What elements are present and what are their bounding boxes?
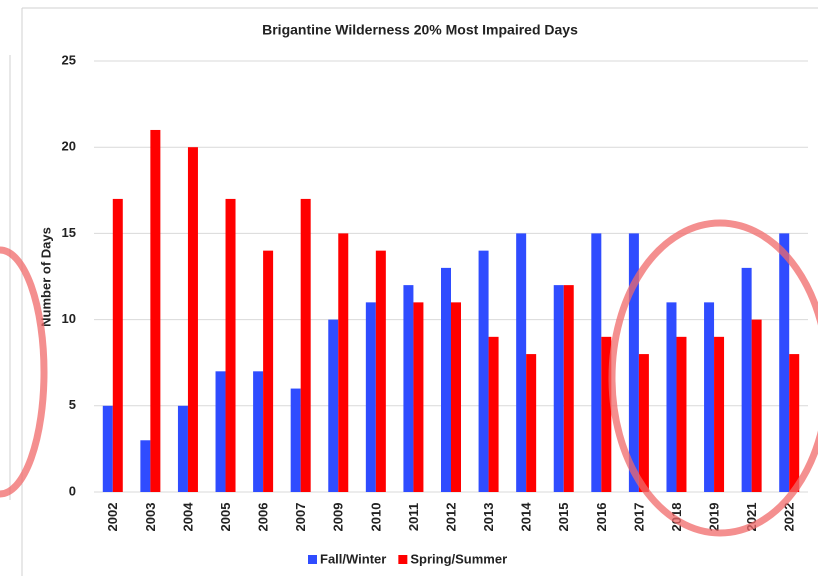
x-tick-label: 2012 (443, 503, 458, 532)
bar (601, 336, 612, 492)
x-tick-label: 2014 (519, 502, 534, 532)
bar (403, 285, 414, 492)
bar (591, 233, 602, 492)
x-tick-label: 2003 (143, 503, 158, 532)
bar (779, 233, 790, 492)
x-tick-label: 2011 (406, 503, 421, 531)
bar (225, 198, 236, 493)
bar (666, 302, 677, 492)
y-tick-label: 0 (69, 483, 76, 498)
bar (516, 233, 527, 492)
bar (253, 371, 264, 492)
x-tick-label: 2010 (368, 503, 383, 532)
bar (215, 371, 226, 492)
bar (413, 302, 424, 492)
x-tick-label: 2005 (218, 503, 233, 532)
x-tick-label: 2007 (293, 503, 308, 532)
y-tick-label: 10 (62, 311, 76, 326)
y-axis-label: Number of Days (38, 227, 53, 327)
bar (553, 285, 564, 492)
bar (150, 129, 161, 492)
plot-area: 0 5 10 15 20 25 2002 2003 2004 2005 2006 2007 2009 20… (62, 52, 808, 531)
x-tick-label: 2022 (782, 503, 797, 532)
bar (704, 302, 715, 492)
legend-swatch (398, 555, 408, 564)
bar (714, 336, 725, 492)
chart-title: Brigantine Wilderness 20% Most Impaired … (262, 22, 578, 38)
x-tick-label: 2019 (706, 503, 721, 532)
bar (741, 267, 752, 492)
bar (526, 354, 537, 492)
y-tick-label: 25 (62, 52, 76, 67)
bar (328, 319, 339, 492)
x-tick-label: 2009 (331, 503, 346, 532)
x-tick-label: 2013 (481, 503, 496, 532)
bar (628, 233, 639, 492)
x-tick-label: 2016 (594, 503, 609, 532)
bar (102, 405, 113, 492)
bar (375, 250, 386, 492)
legend-label: Spring/Summer (410, 551, 507, 566)
x-tick-label: 2015 (556, 503, 571, 532)
legend: Fall/Winter Spring/Summer (308, 551, 507, 566)
bar (263, 250, 274, 492)
bar (751, 319, 762, 492)
x-tick-label: 2004 (180, 502, 195, 532)
bar (177, 405, 188, 492)
bar (441, 267, 451, 492)
bar (478, 250, 489, 492)
bar (488, 336, 499, 492)
legend-label: Fall/Winter (320, 551, 386, 566)
bar (451, 302, 461, 492)
x-tick-label: 2002 (105, 503, 120, 532)
bar (563, 285, 574, 492)
x-tick-label: 2017 (631, 503, 646, 532)
bar (140, 440, 151, 492)
y-tick-label: 20 (62, 139, 76, 154)
bar (112, 198, 123, 493)
bar (300, 198, 311, 493)
bar (789, 354, 800, 492)
bar (290, 388, 301, 492)
annotation-circle (608, 219, 818, 537)
legend-swatch (308, 555, 317, 564)
bar (638, 354, 649, 492)
y-tick-label: 5 (69, 397, 76, 412)
bar (338, 233, 349, 492)
x-tick-label: 2006 (256, 503, 271, 532)
bar (676, 336, 687, 492)
annotation-circle (0, 246, 48, 498)
bar (365, 302, 376, 492)
y-tick-label: 15 (62, 225, 76, 240)
bar (187, 147, 198, 492)
